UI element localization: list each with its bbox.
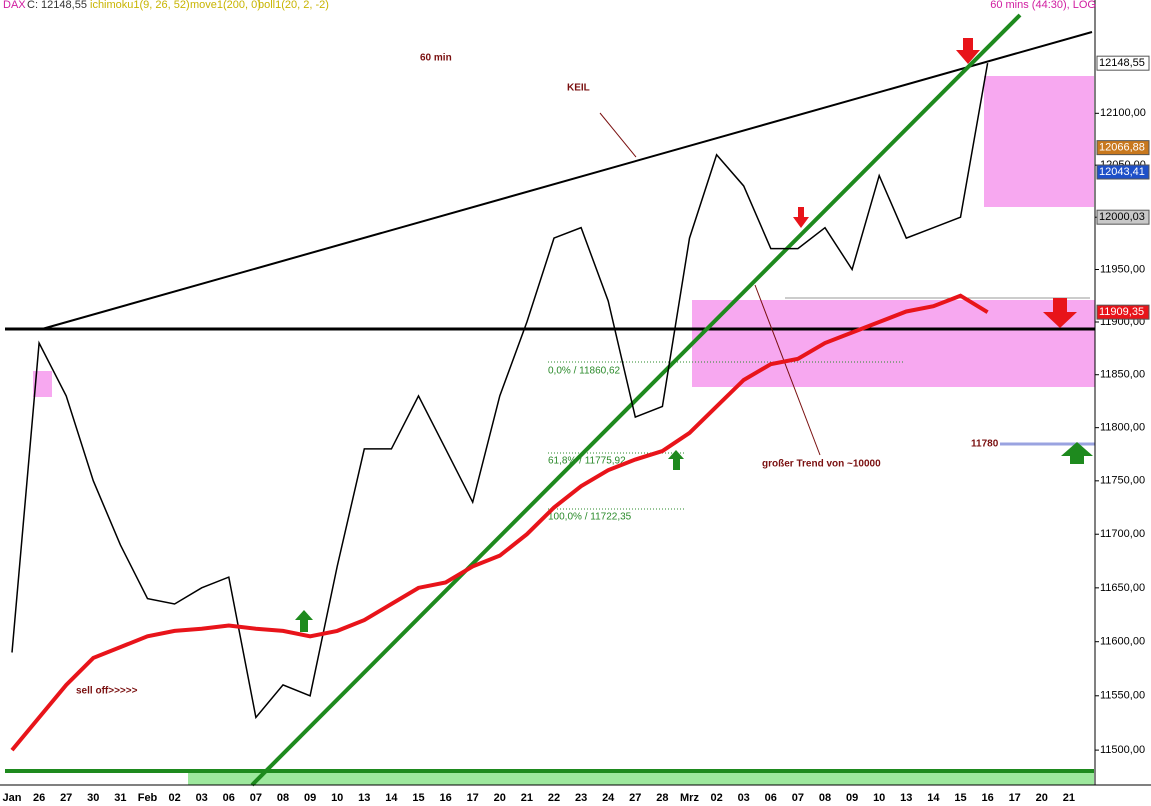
header: C: 12148,55 (27, 0, 87, 11)
arrow-up (1061, 442, 1093, 464)
fib-label: 61,8% / 11775,92 (548, 456, 626, 467)
x-tick-label: Mrz (680, 792, 699, 804)
x-tick-label: 17 (467, 792, 479, 804)
x-tick-label: 09 (304, 792, 316, 804)
y-tick-label: 11850,00 (1100, 369, 1145, 381)
annotation: 60 min (420, 53, 452, 64)
x-tick-label: 26 (33, 792, 45, 804)
x-tick-label: 21 (1063, 792, 1075, 804)
arrow-down (793, 207, 809, 228)
series-line (10, 293, 989, 752)
arrow-up (295, 610, 313, 632)
x-tick-label: 07 (250, 792, 262, 804)
x-tick-label: 27 (60, 792, 72, 804)
price-tag (1096, 164, 1150, 180)
y-tick-label: 11650,00 (1100, 582, 1145, 594)
y-tick-label: 11750,00 (1100, 475, 1145, 487)
x-tick-label: 30 (87, 792, 99, 804)
x-tick-label: 20 (1036, 792, 1048, 804)
x-tick-label: 06 (223, 792, 235, 804)
x-tick-label: 22 (548, 792, 560, 804)
x-tick-label: 24 (602, 792, 615, 804)
x-tick-label: 20 (494, 792, 506, 804)
trend-line (250, 13, 1022, 787)
x-tick-label: 14 (385, 792, 398, 804)
x-tick-label: 17 (1009, 792, 1021, 804)
price-tag (1096, 304, 1150, 320)
annotation: 11780 (971, 439, 999, 450)
y-tick-label: 11700,00 (1100, 528, 1145, 540)
price-tag-label: 12000,03 (1099, 211, 1145, 223)
x-tick-label: 31 (114, 792, 126, 804)
zone (33, 371, 52, 397)
x-tick-label: 08 (819, 792, 831, 804)
fib-label: 100,0% / 11722,35 (548, 512, 632, 523)
x-tick-label: 02 (168, 792, 180, 804)
subtitle: 60 mins (44:30), LOG (990, 0, 1096, 11)
y-tick-label: 11500,00 (1100, 744, 1145, 756)
arrow-up (668, 450, 684, 470)
x-tick-label: 07 (792, 792, 804, 804)
header: DAX (3, 0, 26, 11)
zone (188, 771, 1094, 785)
pointer (599, 112, 637, 158)
arrow-down (1043, 298, 1077, 328)
y-tick-label: 11950,00 (1100, 263, 1145, 275)
price-tag-label: 12148,55 (1099, 57, 1145, 69)
x-tick-label: 16 (981, 792, 993, 804)
series-line (11, 63, 989, 720)
header: ichimoku1(9, 26, 52) (90, 0, 190, 11)
x-tick-label: 10 (331, 792, 343, 804)
x-tick-label: 06 (765, 792, 777, 804)
x-tick-label: 10 (873, 792, 885, 804)
x-tick-label: 02 (710, 792, 722, 804)
x-tick-label: 14 (927, 792, 940, 804)
header: move1(200, 0) (190, 0, 261, 11)
y-tick-label: 12100,00 (1100, 107, 1146, 119)
x-tick-label: 15 (412, 792, 424, 804)
y-tick-label: 11550,00 (1100, 690, 1145, 702)
annotation: großer Trend von ~10000 (762, 459, 881, 470)
x-tick-label: 09 (846, 792, 858, 804)
x-tick-label: Jan (3, 792, 22, 804)
x-tick-label: 08 (277, 792, 289, 804)
x-tick-label: 15 (954, 792, 966, 804)
x-tick-label: 16 (439, 792, 451, 804)
x-tick-label: 28 (656, 792, 668, 804)
price-tag (1096, 140, 1150, 156)
x-tick-label: 13 (358, 792, 370, 804)
fib-label: 0,0% / 11860,62 (548, 366, 621, 377)
x-tick-label: 27 (629, 792, 641, 804)
arrow-down (956, 38, 980, 64)
x-tick-label: 23 (575, 792, 587, 804)
x-tick-label: 13 (900, 792, 912, 804)
y-tick-label: 11800,00 (1100, 422, 1145, 434)
header: boll1(20, 2, -2) (258, 0, 329, 11)
y-tick-label: 11600,00 (1100, 636, 1145, 648)
price-tag-label: 12043,41 (1099, 166, 1145, 178)
price-tag (1096, 55, 1150, 71)
x-tick-label: 03 (738, 792, 750, 804)
x-tick-label: 21 (521, 792, 533, 804)
annotation: KEIL (567, 83, 590, 94)
price-tag (1096, 209, 1150, 225)
annotation: sell off>>>>> (76, 686, 138, 697)
zone (984, 76, 1094, 207)
pointer (754, 284, 821, 456)
price-tag-label: 11909,35 (1099, 306, 1144, 318)
x-tick-label: Feb (138, 792, 158, 804)
x-tick-label: 03 (196, 792, 208, 804)
price-tag-label: 12066,88 (1099, 142, 1145, 154)
wedge-line (41, 31, 1093, 330)
